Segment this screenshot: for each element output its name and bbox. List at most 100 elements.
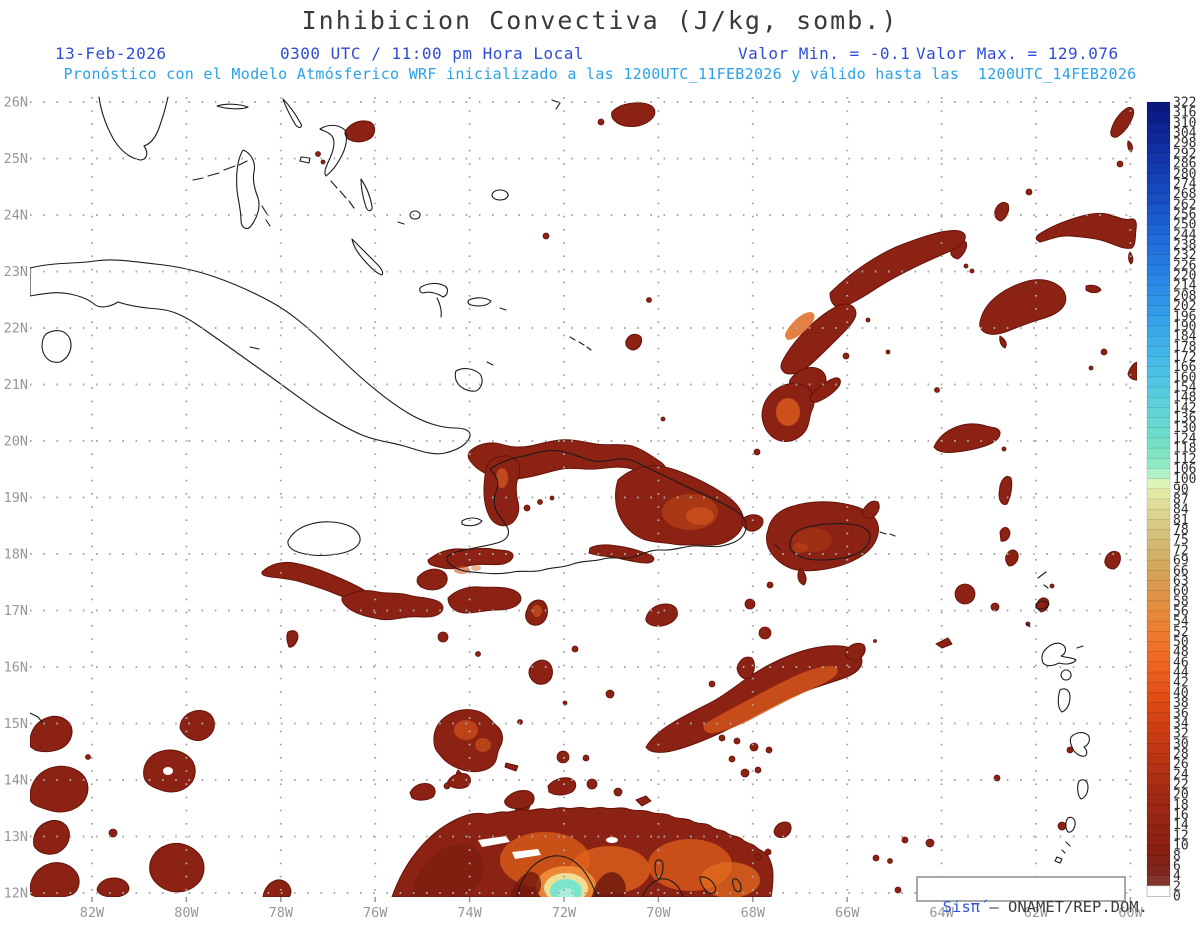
colorbar-cell [1146, 549, 1171, 561]
cin-region [344, 120, 376, 143]
soft-patch [496, 468, 508, 488]
soft-patch [475, 738, 491, 752]
colorbar-cell [1146, 763, 1171, 775]
lon-tick-label: 80W [174, 905, 199, 921]
coastlines [30, 96, 1090, 897]
colorbar-cell [1146, 681, 1171, 694]
colorbar-cell [1146, 508, 1171, 521]
lon-tick-label: 68W [741, 905, 766, 921]
cin-region [504, 790, 535, 810]
colorbar-value-label: 84 [1173, 503, 1189, 518]
colorbar-value-label: 56 [1173, 604, 1189, 619]
colorbar-cell [1146, 457, 1171, 470]
colorbar-cell [1146, 732, 1171, 745]
soft-patch [163, 767, 173, 775]
colorbar-cell [1146, 325, 1171, 337]
colorbar-value-label: 36 [1173, 706, 1189, 721]
colorbar-cell [1146, 651, 1171, 663]
colorbar-cell [1146, 162, 1171, 174]
lat-tick-label: 14N [4, 773, 28, 789]
colorbar-cell [1146, 569, 1171, 582]
cin-region [844, 642, 866, 661]
colorbar-value-label: 112 [1173, 452, 1196, 467]
soft-patch [806, 690, 821, 696]
colorbar-value-label: 44 [1173, 666, 1189, 681]
soft-patch [471, 565, 481, 571]
valid-time: 0300 UTC / 11:00 pm Hora Local [280, 44, 584, 63]
colorbar-cell [1146, 824, 1171, 836]
cin-dot [885, 349, 891, 355]
value-min-label: Valor Min. = -0.1 [738, 44, 911, 63]
lat-tick-label: 25N [4, 151, 28, 167]
colorbar-cell [1146, 610, 1171, 622]
colorbar-value-label: 52 [1173, 625, 1189, 640]
colorbar-cell [1146, 743, 1171, 755]
cin-region [999, 527, 1011, 542]
cin-region [33, 819, 70, 855]
colorbar-value-label: 48 [1173, 645, 1189, 660]
colorbar-value-label: 154 [1173, 381, 1197, 396]
cin-dot [865, 317, 871, 323]
soft-patch [512, 849, 541, 859]
colorbar-cell [1146, 804, 1171, 816]
colorbar-cell [1146, 122, 1171, 134]
cin-region [611, 102, 656, 127]
colorbar-cell [1146, 284, 1171, 297]
colorbar-cell [1146, 814, 1171, 826]
cin-dot [1088, 365, 1094, 371]
colorbar-cell [1146, 519, 1171, 531]
coastline-path [699, 876, 717, 895]
colorbar-cell [1146, 244, 1171, 256]
cin-region [736, 656, 755, 680]
colorbar-cell [1146, 539, 1171, 551]
coastline-path [467, 297, 492, 307]
colorbar-value-label: 46 [1173, 655, 1189, 670]
cin-dot [646, 297, 652, 303]
cin-dot [571, 645, 579, 653]
colorbar-value-label: 238 [1173, 238, 1196, 253]
colorbar-value-label: 214 [1173, 279, 1197, 294]
cin-dot [749, 742, 759, 752]
coastline-path [330, 180, 355, 209]
coastline-path [192, 160, 248, 181]
cin-dot [963, 263, 969, 269]
colorbar-value-label: 232 [1173, 248, 1196, 263]
colorbar-value-label: 2 [1173, 879, 1181, 894]
lon-tick-label: 60W [1118, 905, 1143, 921]
cin-region [861, 500, 880, 519]
coastline-path [1077, 779, 1089, 800]
soft-patch [792, 528, 832, 552]
colorbar-value-label: 40 [1173, 686, 1189, 701]
cin-dot [437, 631, 449, 643]
colorbar-value-label: 26 [1173, 757, 1189, 772]
lat-tick-label: 24N [4, 208, 28, 224]
cin-dot [740, 768, 750, 778]
colorbar-cell [1146, 753, 1171, 765]
coastline-path [461, 517, 483, 527]
colorbar-cell [1146, 631, 1171, 643]
cin-dot [523, 504, 531, 512]
cin-dot [613, 787, 623, 797]
cin-dot [766, 581, 774, 589]
coastline-path [436, 297, 442, 318]
cin-region [999, 335, 1007, 349]
colorbar-cell [1146, 875, 1171, 887]
coastline-path [516, 855, 598, 897]
lon-tick-label: 72W [552, 905, 577, 921]
lat-tick-label: 18N [4, 547, 28, 563]
colorbar-cell [1146, 203, 1171, 215]
colorbar-cell [1146, 417, 1171, 429]
cin-dot [753, 448, 761, 456]
sispi-logo: Sisπ́ [942, 898, 980, 916]
colorbar-cell [1146, 529, 1171, 541]
colorbar-cell [1146, 234, 1171, 246]
cin-dot [1049, 583, 1055, 589]
colorbar-cell [1146, 641, 1171, 653]
cin-region [30, 862, 80, 897]
colorbar-value-label: 226 [1173, 258, 1196, 273]
coastline-path [1061, 841, 1071, 854]
colorbar-cell [1146, 223, 1171, 236]
coastline-path [261, 205, 271, 227]
colorbar-value-label: 322 [1173, 96, 1196, 111]
cin-dot [537, 499, 543, 505]
